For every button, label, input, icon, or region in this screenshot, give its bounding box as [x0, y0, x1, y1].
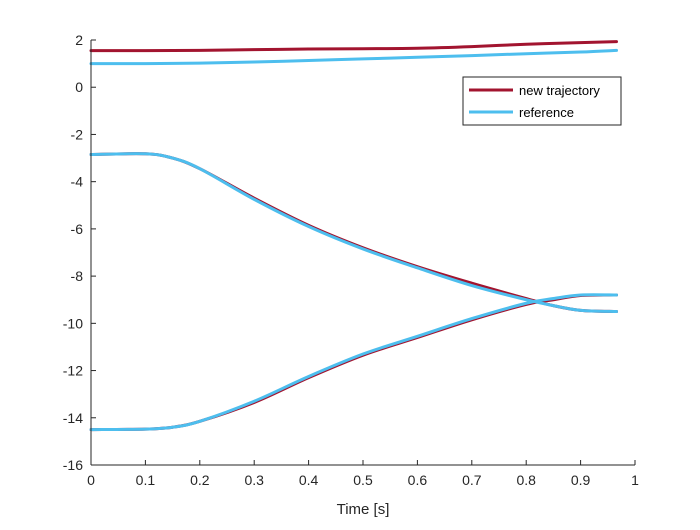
x-tick-label: 0.7 — [462, 472, 482, 488]
x-tick-label: 0.6 — [408, 472, 428, 488]
series-line-2-3 — [89, 293, 618, 432]
legend-box — [462, 76, 622, 126]
y-tick-label: -8 — [71, 268, 84, 284]
x-tick-label: 0.2 — [190, 472, 210, 488]
axes-layer: 0 0.1 0.2 0.3 0.4 0.5 0.6 0.7 0.8 0.9 1 -16 -14 -12 -1… — [63, 32, 639, 488]
y-tick-label: -12 — [63, 363, 83, 379]
series-line-1-1 — [89, 40, 618, 53]
y-tick-label: -14 — [63, 410, 83, 426]
legend-label: reference — [519, 105, 574, 120]
x-tick-label: 0.5 — [353, 472, 373, 488]
y-tick-label: -2 — [71, 126, 84, 142]
x-tick-label: 1 — [631, 472, 639, 488]
x-tick-label: 0.3 — [244, 472, 264, 488]
series-layer — [89, 40, 618, 432]
series-line-2-2 — [89, 152, 618, 314]
y-tick-label: 0 — [75, 79, 83, 95]
legend: new trajectory reference — [462, 76, 622, 126]
x-axis-label: Time [s] — [337, 501, 390, 518]
series-line-2-1 — [89, 48, 618, 66]
x-tick-label: 0.4 — [299, 472, 319, 488]
x-tick-label: 0.8 — [516, 472, 536, 488]
y-tick-label: -6 — [71, 221, 84, 237]
x-tick-label: 0.9 — [571, 472, 591, 488]
y-tick-label: -10 — [63, 315, 83, 331]
y-tick-label: -4 — [71, 174, 84, 190]
x-tick-label: 0 — [87, 472, 95, 488]
series-reference — [89, 48, 618, 432]
x-tick-label: 0.1 — [136, 472, 156, 488]
y-tick-label: 2 — [75, 32, 83, 48]
y-tick-label: -16 — [63, 457, 83, 473]
legend-label: new trajectory — [519, 83, 600, 98]
